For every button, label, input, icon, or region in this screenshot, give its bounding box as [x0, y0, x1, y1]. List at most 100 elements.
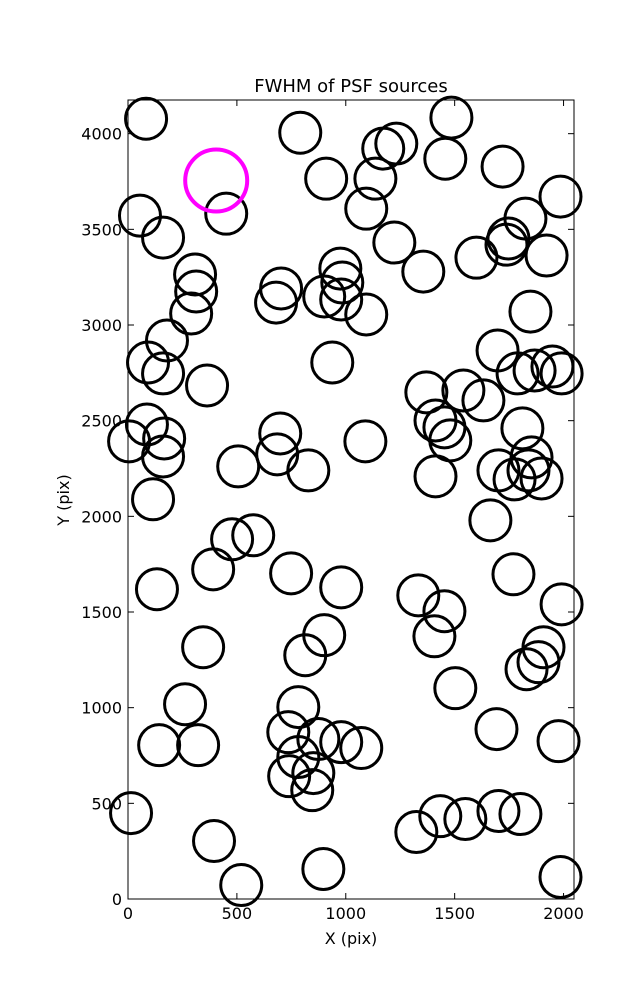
psf-source	[404, 370, 449, 415]
psf-source	[412, 614, 457, 659]
psf-source	[141, 351, 186, 396]
psf-source	[519, 456, 564, 501]
psf-source	[191, 547, 236, 592]
psf-source	[137, 723, 182, 768]
psf-source	[495, 351, 540, 396]
psf-source	[530, 344, 575, 389]
psf-source	[500, 406, 545, 451]
psf-source	[134, 567, 179, 612]
psf-source	[290, 768, 335, 813]
psf-source	[454, 235, 499, 280]
y-tick-label: 3500	[81, 220, 122, 239]
psf-source	[109, 791, 154, 836]
psf-source	[141, 434, 186, 479]
psf-source	[480, 144, 525, 189]
psf-source	[163, 682, 208, 727]
psf-source	[443, 797, 488, 842]
psf-source	[343, 419, 388, 464]
psf-source	[302, 274, 347, 319]
psf-source	[492, 457, 537, 502]
psf-source	[538, 854, 583, 899]
highlight-source	[183, 147, 250, 214]
psf-source	[267, 754, 312, 799]
psf-source	[498, 792, 543, 837]
psf-source	[504, 647, 549, 692]
psf-source	[131, 477, 176, 522]
y-tick-label: 4000	[81, 125, 122, 144]
y-tick-label: 2000	[81, 507, 122, 526]
psf-source	[539, 351, 584, 396]
psf-source	[401, 249, 446, 294]
psf-source	[319, 565, 364, 610]
y-axis-label: Y (pix)	[54, 474, 73, 526]
psf-source	[441, 368, 486, 413]
x-tick-label: 1500	[434, 904, 475, 923]
psf-source	[269, 551, 314, 596]
psf-source	[512, 348, 557, 393]
chart-title: FWHM of PSF sources	[254, 76, 448, 97]
psf-source	[254, 280, 299, 325]
psf-source	[173, 252, 218, 297]
plot-area	[107, 95, 584, 908]
psf-source	[396, 573, 441, 618]
psf-source	[141, 215, 186, 260]
psf-source	[304, 156, 349, 201]
psf-source	[344, 292, 389, 337]
psf-source	[524, 233, 569, 278]
psf-source	[310, 340, 355, 385]
psf-source	[339, 726, 384, 771]
psf-source	[538, 174, 583, 219]
psf-source	[536, 719, 581, 764]
psf-source	[394, 810, 439, 855]
psf-source	[291, 751, 336, 796]
psf-source	[169, 291, 214, 336]
psf-source	[319, 720, 364, 765]
psf-source	[276, 685, 321, 730]
psf-source	[374, 121, 419, 166]
psf-source	[318, 246, 363, 291]
psf-source	[283, 633, 328, 678]
psf-source	[353, 156, 398, 201]
psf-source	[276, 735, 321, 780]
psf-source	[258, 411, 303, 456]
psf-source	[461, 378, 506, 423]
psf-source	[176, 723, 221, 768]
y-tick-label: 3000	[81, 316, 122, 335]
psf-source	[468, 498, 513, 543]
psf-source	[422, 589, 467, 634]
psf-source	[185, 363, 230, 408]
psf-source	[423, 136, 468, 181]
axes-frame	[127, 99, 575, 900]
x-tick-label: 0	[123, 904, 133, 923]
psf-source	[539, 582, 584, 627]
x-axis-label: X (pix)	[325, 929, 378, 948]
psf-source	[142, 416, 187, 461]
psf-source	[286, 448, 331, 493]
psf-source	[429, 95, 474, 140]
y-tick-label: 500	[91, 794, 122, 813]
y-tick-label: 1500	[81, 603, 122, 622]
psf-source	[372, 220, 417, 265]
psf-source	[117, 193, 162, 238]
psf-source	[476, 788, 521, 833]
psf-source	[413, 454, 458, 499]
psf-source	[319, 277, 364, 322]
psf-source	[144, 318, 189, 363]
x-tick-label: 500	[222, 904, 253, 923]
psf-source	[204, 191, 249, 236]
psf-source	[433, 666, 478, 711]
psf-source	[474, 707, 519, 752]
psf-source	[516, 640, 561, 685]
psf-source	[508, 289, 553, 334]
psf-source	[484, 222, 529, 267]
x-tick-label: 2000	[543, 904, 584, 923]
psf-source	[266, 710, 311, 755]
psf-source	[278, 110, 323, 155]
y-tick-label: 0	[112, 890, 122, 909]
psf-source	[301, 846, 346, 891]
y-tick-label: 2500	[81, 412, 122, 431]
psf-source	[491, 552, 536, 597]
psf-source	[231, 513, 276, 558]
psf-source	[192, 819, 237, 864]
